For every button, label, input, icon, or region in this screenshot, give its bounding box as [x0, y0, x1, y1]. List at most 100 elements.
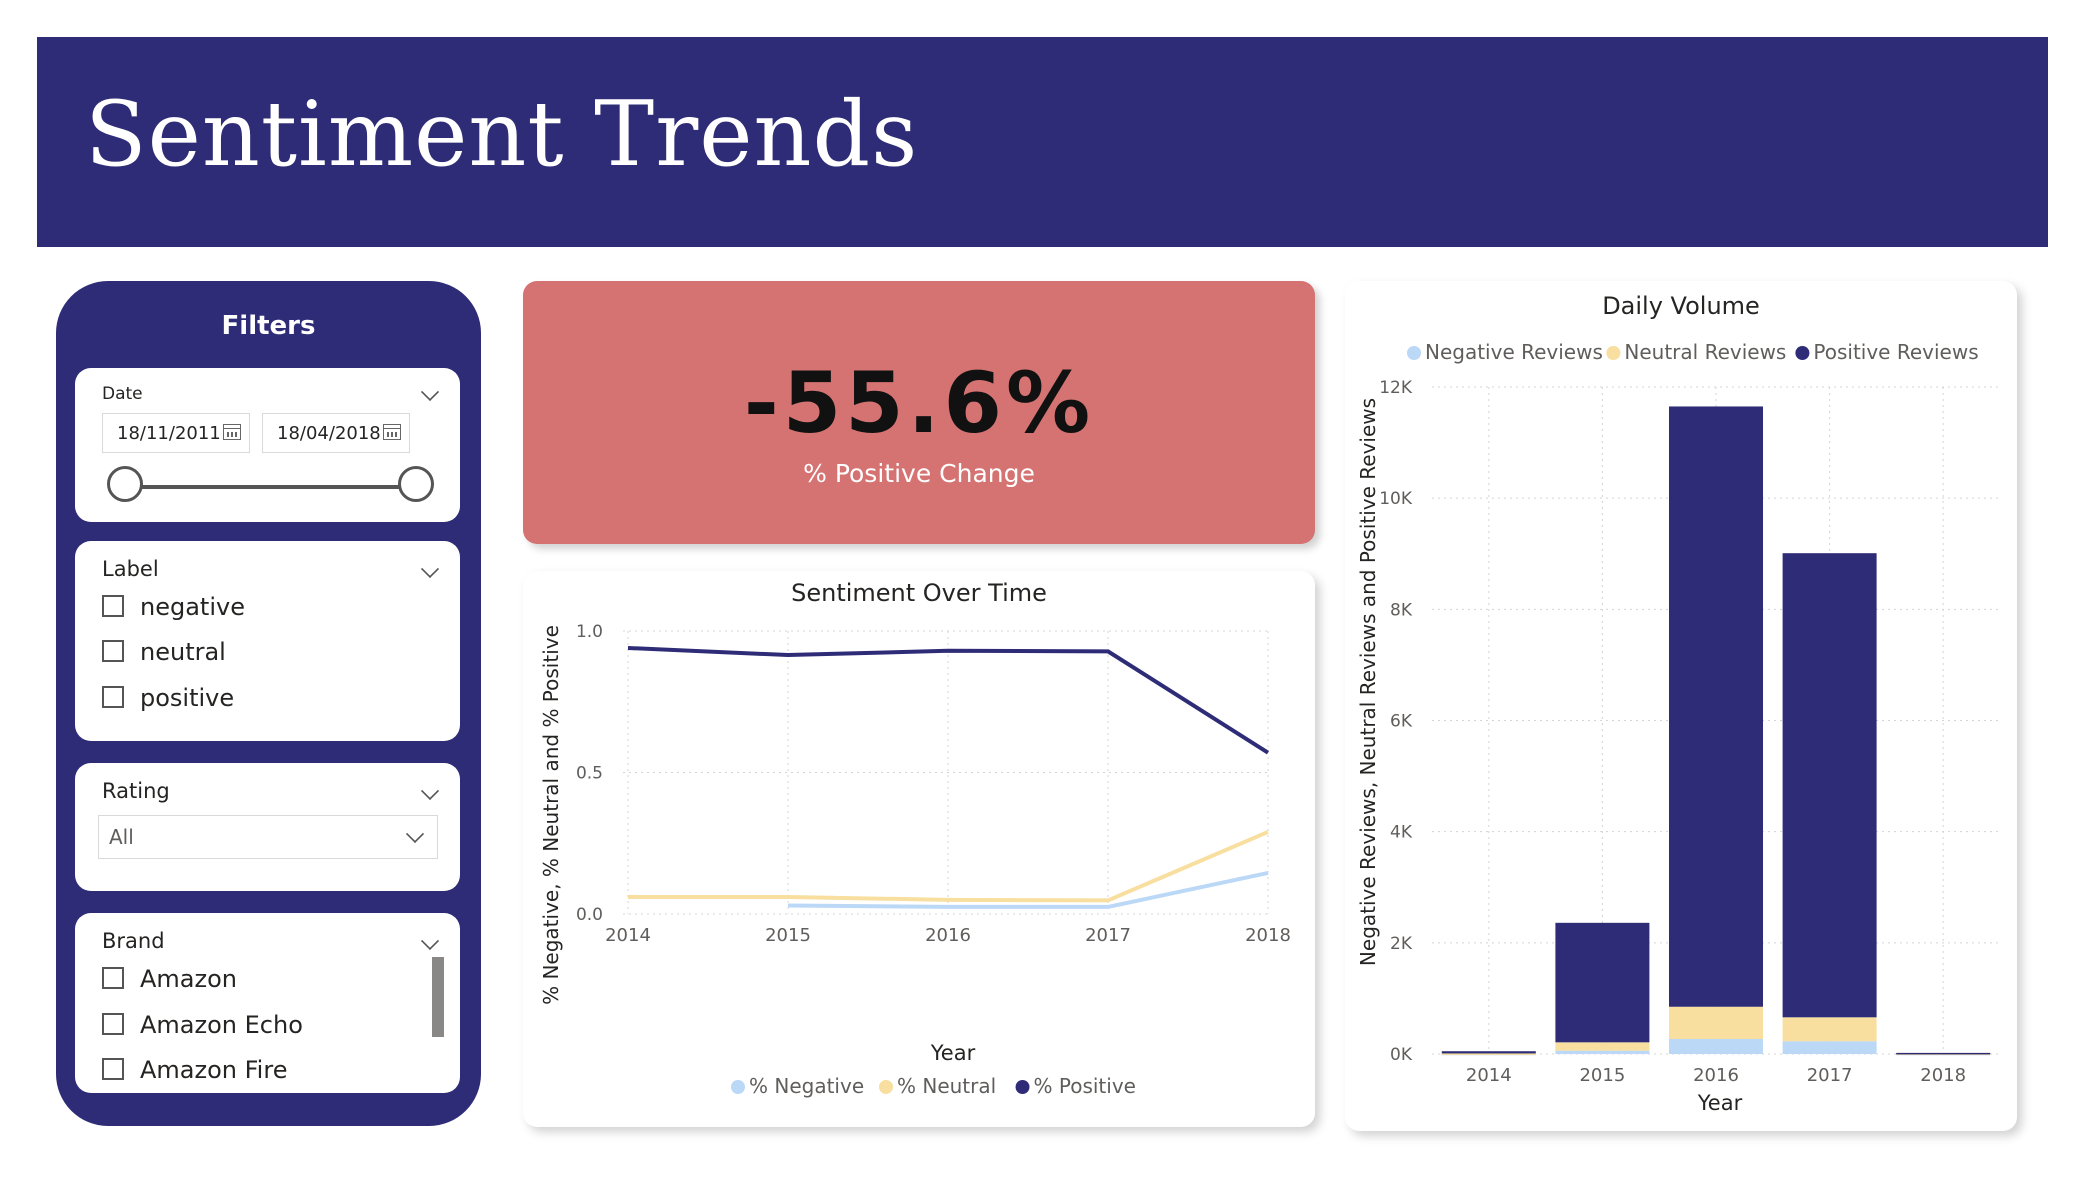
- filters-panel: Filters Date 18/11/2011 18/04/2018 Label…: [56, 281, 481, 1126]
- rating-chevron-down-icon[interactable]: [420, 781, 440, 801]
- x-tick-label: 2015: [765, 925, 811, 946]
- bar-segment: [1669, 406, 1763, 1007]
- legend-label: % Positive: [1034, 1074, 1136, 1098]
- bar-segment: [1555, 922, 1650, 1043]
- y-tick-label: 0.5: [576, 764, 603, 784]
- x-axis-label: Year: [930, 1041, 976, 1065]
- label-option-neutral[interactable]: neutral: [102, 638, 226, 668]
- y-tick-label: 0K: [1390, 1045, 1413, 1065]
- bar-segment: [1782, 553, 1877, 1018]
- bar-segment: [1669, 1038, 1763, 1054]
- legend-label: Neutral Reviews: [1624, 340, 1786, 364]
- bar-segment: [1441, 1051, 1536, 1054]
- y-axis-label: Negative Reviews, Neutral Reviews and Po…: [1356, 398, 1380, 966]
- bar-segment: [1896, 1052, 1991, 1055]
- chart-title: Sentiment Over Time: [791, 579, 1047, 607]
- checkbox[interactable]: [102, 967, 124, 989]
- chart-title: Daily Volume: [1602, 292, 1760, 320]
- label-option-negative[interactable]: negative: [102, 593, 245, 623]
- date-start-value: 18/11/2011: [117, 423, 221, 444]
- rating-filter-label: Rating: [102, 779, 170, 803]
- legend-label: % Neutral: [897, 1074, 996, 1098]
- y-tick-label: 6K: [1390, 712, 1413, 732]
- y-tick-label: 12K: [1379, 378, 1413, 398]
- label-chevron-down-icon[interactable]: [420, 559, 440, 579]
- legend-marker: [1795, 346, 1810, 360]
- brand-chevron-down-icon[interactable]: [420, 931, 440, 951]
- calendar-icon[interactable]: [383, 424, 401, 440]
- page-title: Sentiment Trends: [85, 82, 919, 187]
- x-tick-label: 2015: [1579, 1065, 1625, 1086]
- sentiment-over-time-chart: Sentiment Over Time % Negative, % Neutra…: [539, 579, 1291, 1098]
- date-slider-end-handle[interactable]: [398, 466, 434, 502]
- legend-label: Negative Reviews: [1425, 340, 1603, 364]
- series-line: [628, 830, 1269, 903]
- chevron-down-icon[interactable]: [405, 824, 425, 844]
- label-filter-label: Label: [102, 557, 159, 581]
- legend-label: % Negative: [749, 1074, 864, 1098]
- sentiment-over-time-panel: Sentiment Over Time % Negative, % Neutra…: [523, 571, 1315, 1127]
- brand-option-amazon-fire[interactable]: Amazon Fire: [102, 1056, 287, 1086]
- legend-marker: [1606, 346, 1621, 360]
- checkbox[interactable]: [102, 595, 124, 617]
- bar-segment: [1782, 1017, 1877, 1042]
- y-tick-label: 10K: [1379, 489, 1413, 509]
- brand-option-amazon[interactable]: Amazon: [102, 965, 237, 995]
- date-slider-start-handle[interactable]: [107, 466, 143, 502]
- bar-segment: [1441, 1053, 1536, 1055]
- bar-segment: [1782, 1041, 1877, 1054]
- y-tick-label: 8K: [1390, 600, 1413, 620]
- date-start-input[interactable]: 18/11/2011: [102, 413, 250, 453]
- legend-marker: [1407, 346, 1421, 360]
- date-end-input[interactable]: 18/04/2018: [262, 413, 410, 453]
- rating-filter-card: Rating All: [75, 763, 460, 891]
- legend-marker: [1015, 1080, 1030, 1094]
- date-filter-label: Date: [102, 384, 143, 404]
- x-tick-label: 2016: [925, 925, 971, 946]
- x-tick-label: 2016: [1693, 1065, 1739, 1086]
- checkbox[interactable]: [102, 1013, 124, 1035]
- checkbox[interactable]: [102, 686, 124, 708]
- x-tick-label: 2014: [605, 925, 651, 946]
- brand-scrollbar[interactable]: [432, 957, 444, 1037]
- legend-marker: [879, 1080, 893, 1094]
- y-tick-label: 1.0: [576, 622, 603, 642]
- x-axis-label: Year: [1697, 1091, 1743, 1115]
- y-tick-label: 2K: [1390, 934, 1413, 954]
- date-end-value: 18/04/2018: [277, 423, 381, 444]
- rating-selected-value: All: [109, 825, 134, 849]
- rating-select[interactable]: All: [98, 815, 438, 859]
- calendar-icon[interactable]: [223, 424, 241, 440]
- filters-title: Filters: [221, 311, 316, 341]
- x-tick-label: 2018: [1920, 1065, 1966, 1086]
- brand-filter-label: Brand: [102, 929, 165, 953]
- y-tick-label: 4K: [1390, 823, 1413, 843]
- x-tick-label: 2017: [1085, 925, 1131, 946]
- x-tick-label: 2018: [1245, 925, 1291, 946]
- brand-filter-card: Brand Amazon Amazon Echo Amazon Fire: [75, 913, 460, 1093]
- date-slider-track[interactable]: [125, 485, 415, 489]
- kpi-label: % Positive Change: [803, 459, 1035, 488]
- kpi-value: -55.6%: [743, 354, 1095, 452]
- date-chevron-down-icon[interactable]: [420, 382, 440, 402]
- bar-segment: [1555, 1050, 1650, 1054]
- legend-marker: [731, 1080, 745, 1094]
- daily-volume-chart: Daily Volume Negative Reviews, Neutral R…: [1356, 292, 2000, 1115]
- brand-option-amazon-echo[interactable]: Amazon Echo: [102, 1011, 303, 1041]
- checkbox[interactable]: [102, 640, 124, 662]
- bar-segment: [1669, 1006, 1763, 1039]
- legend-label: Positive Reviews: [1813, 340, 1978, 364]
- series-line: [627, 645, 1270, 755]
- label-option-positive[interactable]: positive: [102, 684, 234, 714]
- daily-volume-panel: Daily Volume Negative Reviews, Neutral R…: [1345, 281, 2017, 1131]
- date-filter-card: Date 18/11/2011 18/04/2018: [75, 368, 460, 522]
- y-tick-label: 0.0: [576, 905, 603, 925]
- y-axis-label: % Negative, % Neutral and % Positive: [539, 625, 563, 1005]
- label-filter-card: Label negative neutral positive: [75, 541, 460, 741]
- checkbox[interactable]: [102, 1058, 124, 1080]
- x-tick-label: 2017: [1807, 1065, 1853, 1086]
- header-banner: Sentiment Trends: [37, 37, 2048, 247]
- x-tick-label: 2014: [1466, 1065, 1512, 1086]
- series-line: [787, 871, 1269, 909]
- bar-segment: [1555, 1042, 1650, 1051]
